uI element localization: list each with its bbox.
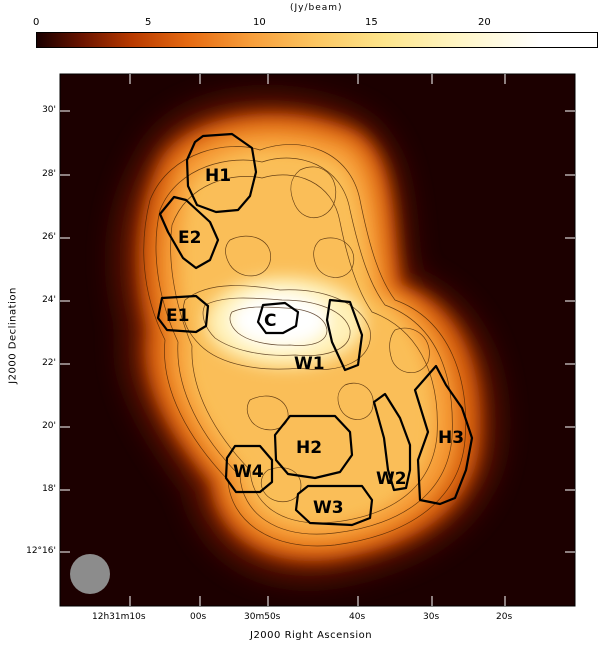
region-w4-outline: [224, 444, 274, 494]
y-tick-16: 12°16': [26, 546, 56, 556]
region-label-w1: W1: [294, 354, 325, 374]
y-tick-24: 24': [42, 295, 56, 305]
region-label-h1: H1: [205, 166, 231, 186]
region-label-w2: W2: [376, 469, 407, 489]
region-label-h3: H3: [438, 428, 464, 448]
y-tick-28: 28': [42, 169, 56, 179]
region-e2-outline: [158, 195, 220, 270]
region-w2-outline: [372, 392, 412, 492]
region-label-w3: W3: [313, 498, 344, 518]
region-h3-outline: [413, 364, 474, 506]
y-tick-20: 20': [42, 421, 56, 431]
x-tick-20s: 20s: [496, 612, 513, 622]
y-tick-18: 18': [42, 484, 56, 494]
region-w3-outline: [294, 484, 374, 527]
image-frame: [59, 73, 576, 607]
region-label-h2: H2: [296, 438, 322, 458]
y-axis-title: J2000 Declination: [7, 287, 19, 384]
region-c-outline: [256, 301, 300, 335]
region-h1-outline: [185, 132, 258, 214]
x-tick-12h31m10s: 12h31m10s: [92, 612, 146, 622]
region-label-c: C: [264, 311, 276, 331]
x-axis-title: J2000 Right Ascension: [250, 630, 373, 641]
y-tick-26: 26': [42, 232, 56, 242]
x-tick-40s: 40s: [349, 612, 366, 622]
colorbar-unit-label: (Jy/beam): [290, 3, 343, 13]
region-w1-outline: [325, 298, 364, 372]
x-tick-30m50s: 30m50s: [244, 612, 281, 622]
region-label-w4: W4: [233, 462, 264, 482]
y-tick-30: 30': [42, 105, 56, 115]
beam-ellipse: [70, 554, 110, 594]
region-label-e2: E2: [178, 228, 201, 248]
x-tick-00s: 00s: [190, 612, 207, 622]
region-h2-outline: [273, 414, 354, 480]
y-tick-22: 22': [42, 358, 56, 368]
colorbar-tick-5: 5: [145, 17, 152, 28]
colorbar-tick-10: 10: [253, 17, 266, 28]
colorbar-tick-0: 0: [33, 17, 40, 28]
colorbar-tick-15: 15: [365, 17, 378, 28]
region-e1-outline: [156, 294, 210, 334]
colorbar: [36, 32, 598, 48]
colorbar-tick-20: 20: [478, 17, 491, 28]
region-label-e1: E1: [166, 306, 189, 326]
x-tick-30s: 30s: [423, 612, 440, 622]
